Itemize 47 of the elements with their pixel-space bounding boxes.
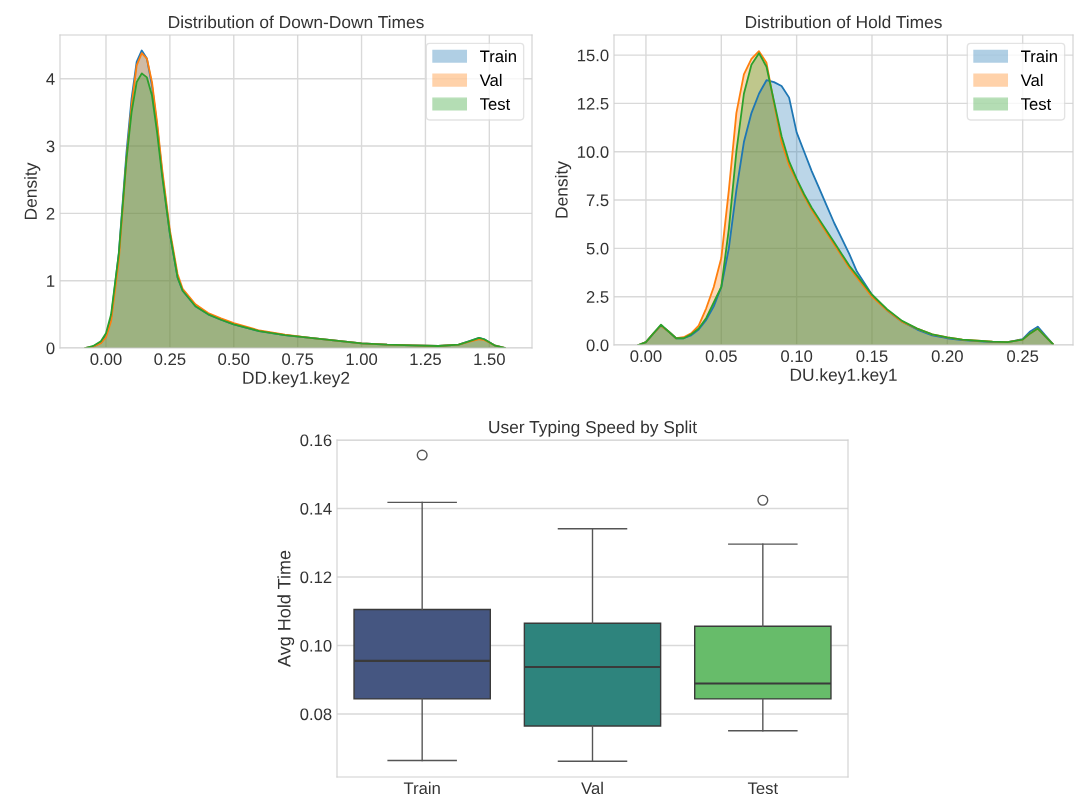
x-tick-label: 0.75 [282, 353, 314, 366]
y-tick-label: 0.0 [586, 339, 609, 352]
legend-label: Train [1021, 50, 1057, 63]
y-tick-label: 0.14 [300, 502, 332, 515]
legend-label: Train [480, 50, 516, 63]
y-tick-label: 0 [46, 342, 55, 355]
x-axis-title: DU.key1.key1 [790, 368, 897, 385]
x-axis-title: DD.key1.key2 [243, 371, 350, 388]
y-tick-label: 2 [46, 207, 55, 220]
x-tick-label: 0.00 [90, 353, 122, 366]
legend-label: Test [480, 98, 511, 110]
y-tick-label: 4 [46, 73, 55, 85]
y-axis-title: Density [24, 162, 41, 220]
x-tick-label: 0.10 [781, 350, 813, 363]
x-tick-label: 1.25 [410, 353, 441, 366]
y-tick-label: 3 [46, 140, 55, 153]
x-tick-label: 0.25 [1007, 350, 1039, 363]
x-tick-label: 0.25 [154, 353, 186, 366]
y-tick-label: 12.5 [577, 97, 609, 110]
y-tick-label: 0.10 [300, 639, 332, 652]
chart-title: Distribution of Hold Times [746, 15, 942, 29]
chart-title: User Typing Speed by Split [489, 420, 697, 437]
y-tick-label: 0.12 [300, 571, 332, 584]
x-tick-label: 0.00 [630, 350, 662, 363]
x-tick-label: 0.15 [856, 350, 888, 363]
x-tick-label: Val [581, 781, 603, 795]
y-axis-title: Density [554, 161, 572, 218]
chart-title: Distribution of Down-Down Times [169, 15, 424, 29]
y-tick-label: 5.0 [586, 242, 609, 255]
y-tick-label: 1 [47, 275, 55, 287]
y-tick-label: 0.08 [300, 708, 332, 721]
x-tick-label: Train [403, 781, 440, 795]
y-tick-label: 0.16 [300, 434, 332, 447]
x-tick-label: 0.20 [931, 350, 963, 363]
y-tick-label: 10.0 [577, 146, 609, 158]
y-tick-label: 15.0 [577, 49, 609, 62]
y-tick-label: 7.5 [586, 194, 609, 207]
x-tick-label: 1.00 [346, 353, 378, 366]
legend-label: Val [1020, 73, 1043, 87]
x-tick-label: 1.50 [474, 353, 505, 366]
y-tick-label: 2.5 [586, 291, 609, 303]
x-tick-label: Test [747, 782, 778, 795]
y-axis-title: Avg Hold Time [277, 550, 295, 668]
legend-label: Val [479, 73, 502, 87]
legend-label: Test [1021, 98, 1052, 110]
x-tick-label: 0.50 [218, 353, 250, 366]
x-tick-label: 0.05 [705, 350, 737, 363]
